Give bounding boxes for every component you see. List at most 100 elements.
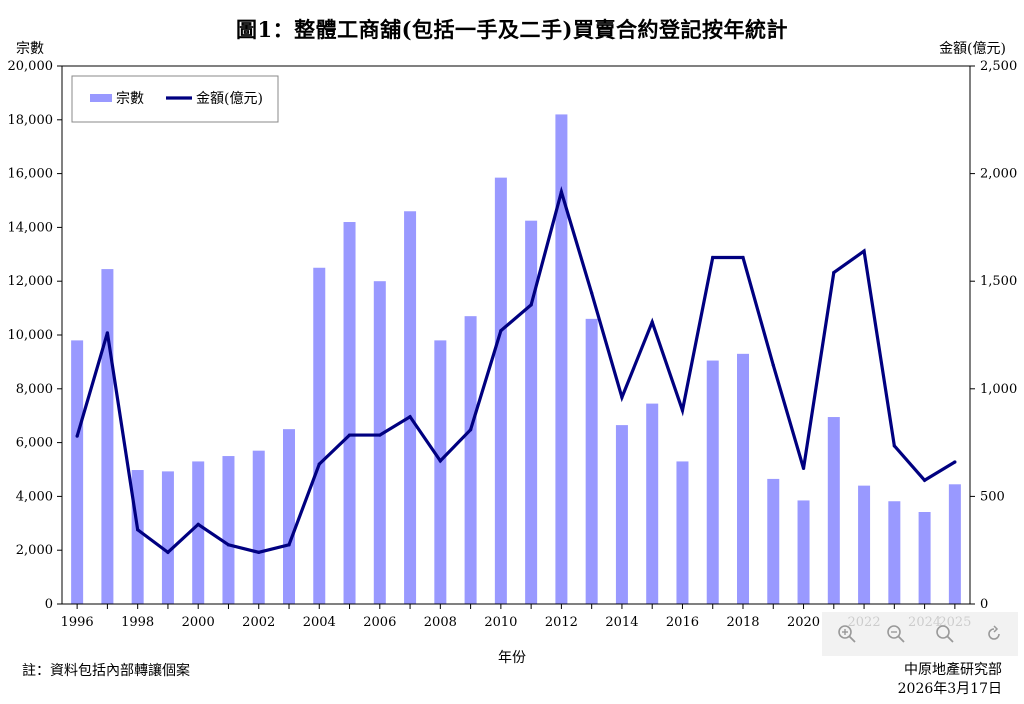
zoom-in-icon[interactable]: [834, 621, 860, 647]
bar-2021: [827, 417, 840, 604]
line-point-2006: [378, 433, 382, 437]
bar-2018: [737, 353, 749, 604]
bar-2019: [767, 478, 780, 604]
axes: 0 2,000 4,000 6,000 8,000 10,000 12,000 14,000 1…: [8, 59, 1018, 630]
bar-1998: [131, 470, 144, 604]
x-tick-label-2002: 2002: [242, 615, 275, 630]
y-left-tick-label: 10,000: [8, 328, 54, 343]
line-point-2017: [711, 255, 715, 260]
bar-2014: [615, 425, 628, 604]
line-point-2004: [317, 462, 321, 466]
legend-label-amount: 金額(億元): [196, 91, 263, 107]
bar-2001: [222, 456, 235, 604]
bar-1997: [101, 269, 114, 604]
zoom-out-icon[interactable]: [883, 621, 909, 647]
y-right-tick-label: 1,000: [980, 382, 1017, 397]
x-tick-label-1996: 1996: [61, 615, 94, 630]
bar-2025: [948, 484, 961, 604]
line-point-2020: [801, 466, 806, 471]
y-left-tick-label: 12,000: [8, 274, 54, 289]
bar-2015: [646, 403, 659, 604]
bar-series: [71, 114, 961, 605]
y-right-tick-label: 500: [980, 489, 1005, 504]
x-tick-label-2004: 2004: [303, 615, 336, 630]
bar-2012: [555, 114, 568, 605]
y-left-tick-label: 6,000: [16, 436, 53, 451]
y-right-tick-label: 1,500: [980, 274, 1017, 289]
legend-label-count: 宗數: [116, 91, 144, 107]
line-point-2005: [347, 433, 352, 437]
line-point-2009: [469, 428, 473, 432]
bar-2023: [888, 501, 901, 604]
line-point-2014: [620, 395, 624, 400]
bar-2016: [676, 461, 689, 604]
x-tick-label-2012: 2012: [545, 615, 578, 630]
bar-2002: [252, 450, 265, 604]
bar-2017: [706, 360, 719, 604]
legend: 宗數 金額(億元): [71, 75, 279, 123]
source-name: 中原地產研究部: [904, 662, 1002, 678]
bar-2009: [464, 316, 477, 604]
x-tick-label-2008: 2008: [424, 615, 457, 630]
y-axis-left-label: 宗數: [16, 41, 44, 57]
chart-title: 圖1：整體工商舖(包括一手及二手)買賣合約登記按年統計: [236, 17, 788, 42]
bar-2003: [283, 429, 295, 604]
legend-bar-swatch: [90, 94, 112, 102]
line-point-2007: [408, 415, 412, 419]
line-point-2022: [862, 249, 866, 253]
bar-1996: [71, 340, 84, 604]
line-point-2002: [257, 550, 261, 554]
line-point-1998: [136, 528, 140, 532]
y-left-tick-label: 2,000: [16, 543, 53, 558]
bar-2010: [494, 177, 507, 604]
x-tick-label-2014: 2014: [605, 615, 638, 630]
y-left-tick-label: 14,000: [8, 220, 54, 235]
line-point-2000: [196, 522, 200, 526]
y-axis-right-label: 金額(億元): [939, 41, 1006, 57]
x-tick-label-2006: 2006: [363, 615, 396, 630]
y-left-tick-label: 16,000: [8, 167, 54, 182]
bar-2000: [192, 461, 205, 604]
reset-icon[interactable]: [981, 621, 1007, 647]
bar-2013: [585, 318, 598, 604]
zoom-toolbar: [822, 612, 1018, 656]
line-point-2013: [590, 291, 594, 295]
y-left-tick-label: 4,000: [16, 489, 53, 504]
footnote: 註：資料包括內部轉讓個案: [22, 663, 190, 679]
bar-2020: [797, 500, 810, 604]
y-right-tick-label: 2,000: [980, 167, 1017, 182]
x-tick-label-2018: 2018: [726, 615, 759, 630]
line-point-2001: [226, 543, 231, 547]
x-tick-label-2000: 2000: [182, 615, 215, 630]
line-point-2019: [771, 363, 775, 367]
x-tick-label-2020: 2020: [787, 615, 820, 630]
bar-2011: [525, 220, 538, 605]
y-right-tick-label: 0: [980, 597, 988, 612]
bar-1999: [161, 471, 174, 604]
line-point-1996: [75, 434, 79, 438]
publish-date: 2026年3月17日: [897, 681, 1002, 697]
line-point-2016: [680, 408, 685, 412]
bar-2024: [918, 512, 931, 604]
line-point-2024: [923, 478, 927, 482]
search-icon[interactable]: [932, 621, 958, 647]
line-point-2023: [892, 444, 896, 448]
line-series: [75, 186, 957, 555]
x-tick-label-2016: 2016: [666, 615, 699, 630]
x-axis-label: 年份: [498, 650, 526, 666]
y-left-tick-label: 0: [45, 597, 53, 612]
line-point-2008: [438, 459, 442, 463]
line-point-1999: [166, 550, 170, 554]
line-point-2012: [559, 190, 564, 194]
bar-2008: [434, 340, 447, 604]
amount-line: [75, 186, 956, 555]
y-left-tick-label: 18,000: [8, 113, 54, 128]
bar-2004: [313, 267, 326, 604]
line-point-2015: [650, 320, 654, 324]
x-tick-label-1998: 1998: [121, 615, 154, 630]
y-right-tick-label: 2,500: [980, 59, 1017, 74]
line-point-1997: [105, 331, 109, 335]
bar-2005: [343, 222, 356, 604]
bar-2006: [373, 281, 386, 604]
line-point-2018: [741, 255, 745, 260]
